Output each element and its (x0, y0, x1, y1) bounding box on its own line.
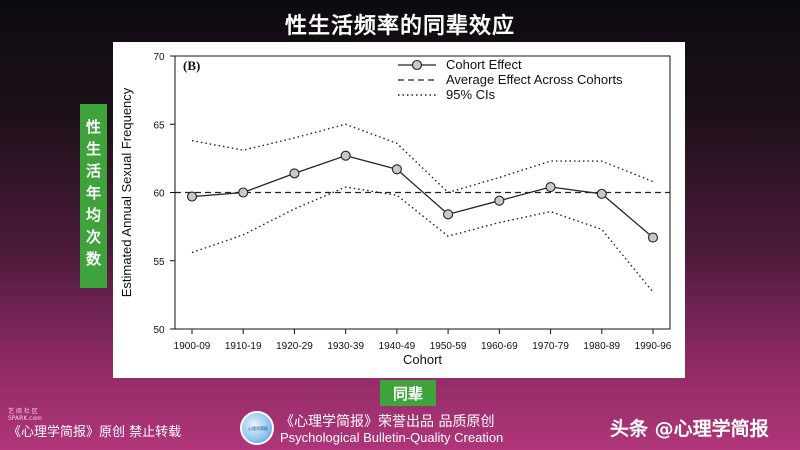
y-tick-label: 60 (153, 189, 165, 200)
y-tick-label: 50 (153, 325, 165, 336)
y-axis-title: Estimated Annual Sexual Frequency (119, 87, 134, 297)
y-tick-label: 70 (153, 52, 165, 63)
logo-text: 心理学简报 (248, 426, 268, 431)
x-tick-label: 1900-09 (174, 341, 211, 352)
cohort-effect-point (186, 191, 198, 202)
cohort-effect-point (340, 150, 351, 161)
cohort-effect-point (596, 188, 607, 199)
cohort-effect-point (494, 195, 505, 206)
footer-slogan-en: Psychological Bulletin-Quality Creation (280, 430, 504, 445)
page-title: 性生活频率的同辈效应 (284, 14, 515, 39)
chart-panel: 50 55 60 65 70 1900-09 1910-19 1920-29 1930-39 19… (113, 42, 685, 378)
x-tick-label: 1930-39 (327, 341, 364, 352)
x-tick-label: 1960-69 (481, 341, 518, 352)
legend-label-ci: 95% CIs (446, 87, 496, 102)
line-chart: 50 55 60 65 70 1900-09 1910-19 1920-29 1930-39 19… (119, 52, 672, 367)
ci-upper-line (191, 123, 654, 194)
x-tick-label: 1980-89 (583, 341, 620, 352)
x-tick-label: 1970-79 (532, 341, 569, 352)
y-tick-label: 65 (153, 120, 165, 131)
x-tick-label: 1990-96 (635, 341, 672, 352)
copyright-notice: 《心理学简报》原创 禁止转载 (8, 425, 182, 440)
x-tick-label: 1950-59 (430, 341, 467, 352)
legend-label-cohort: Cohort Effect (446, 57, 522, 72)
author-handle: 头条 @心理学简报 (610, 418, 769, 440)
cohort-effect-point (391, 164, 402, 175)
cohort-effect-point (545, 181, 556, 193)
y-tick-label: 55 (153, 257, 165, 268)
watermark-small: 艺 阅 社 区 SPARK.com (8, 408, 42, 422)
brand-logo: 心理学简报 (240, 411, 274, 445)
footer-slogan-cn: 《心理学简报》荣誉出品 品质原创 (280, 414, 495, 430)
panel-tag: (B) (183, 58, 200, 73)
x-tick-label: 1910-19 (225, 341, 262, 352)
x-tick-label: 1920-29 (276, 341, 313, 352)
legend-label-average: Average Effect Across Cohorts (446, 72, 623, 87)
cohort-effect-point (289, 168, 300, 179)
y-axis-chinese-label: 性生活年均次数 (80, 104, 107, 288)
cohort-effect-line (191, 154, 654, 239)
ci-lower-line (191, 186, 654, 293)
x-tick-label: 1940-49 (379, 341, 416, 352)
cohort-effect-point (443, 209, 454, 220)
cohort-effect-point (238, 187, 249, 198)
x-axis-chinese-label: 同辈 (380, 380, 436, 406)
x-axis-title: Cohort (403, 352, 442, 367)
cohort-effect-point (647, 232, 659, 243)
legend-marker-cohort (411, 59, 423, 71)
